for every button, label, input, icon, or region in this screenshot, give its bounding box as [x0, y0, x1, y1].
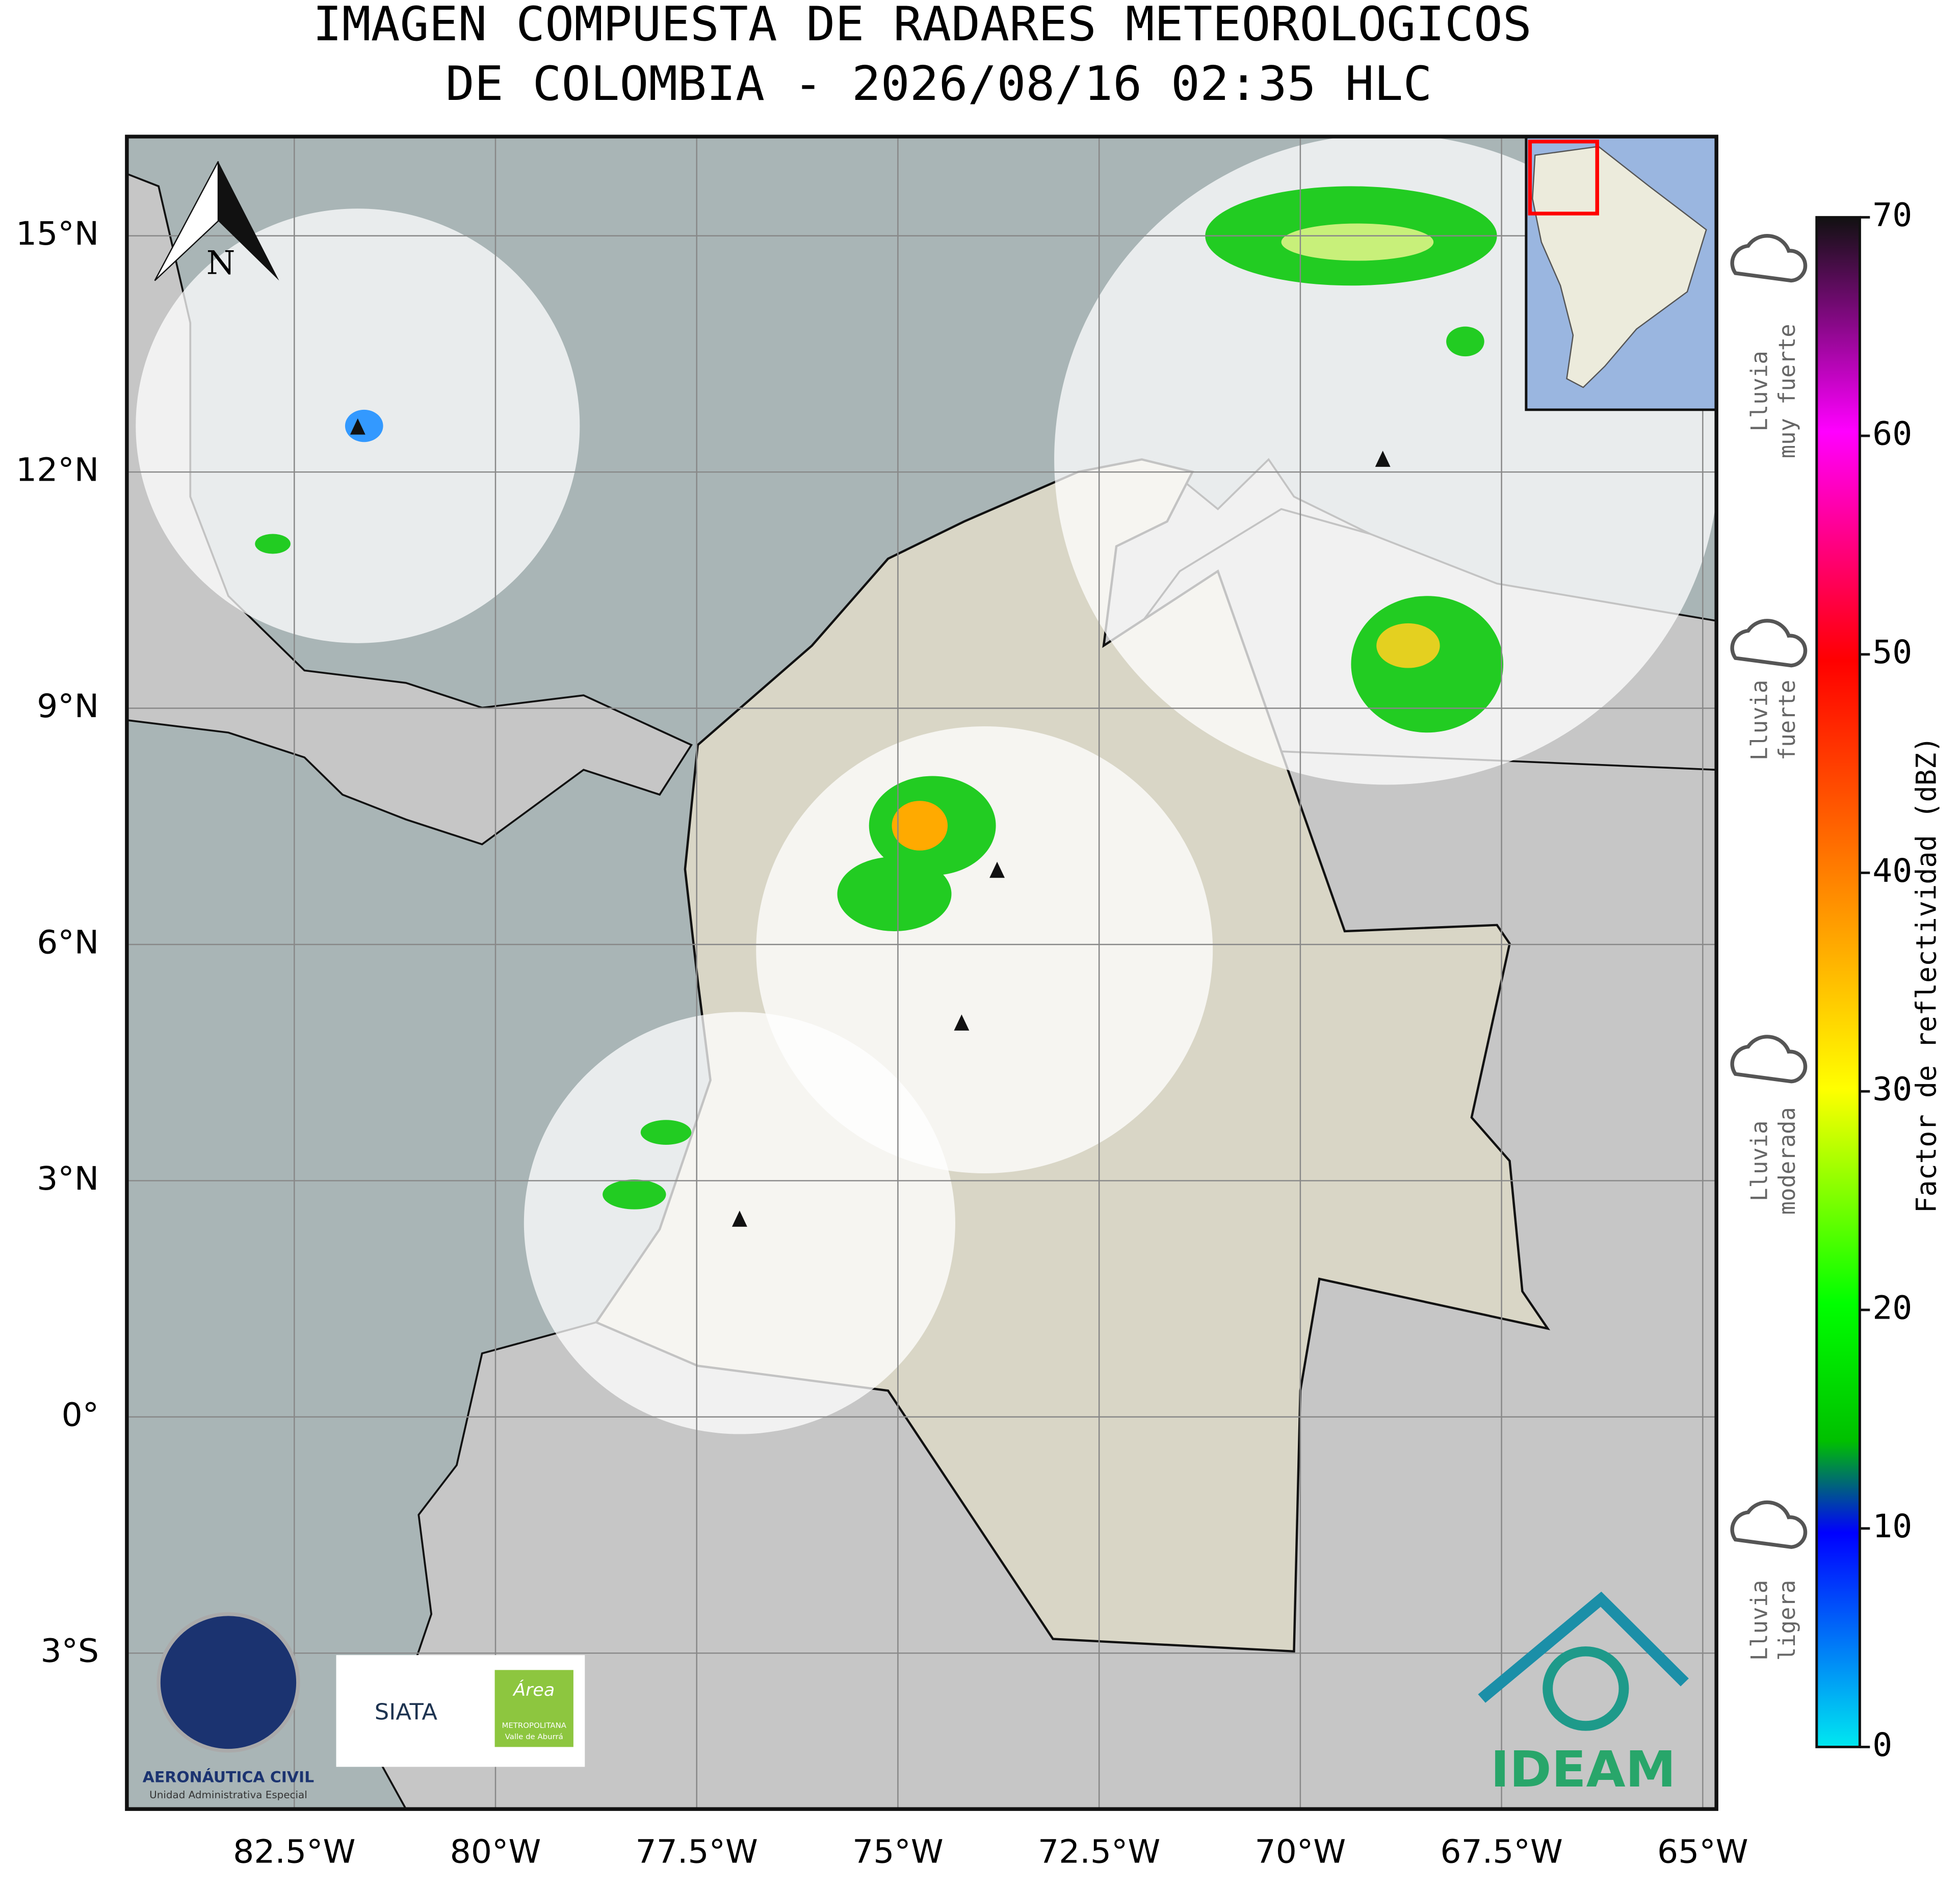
colorbar-tick-label: 10	[1872, 1508, 1912, 1545]
logo-text: Unidad Administrativa Especial	[149, 1789, 307, 1801]
logo-text: AERONÁUTICA CIVIL	[143, 1768, 314, 1786]
rain-legend-label: moderada	[1774, 1107, 1801, 1215]
y-tick-label: 3°N	[37, 1160, 99, 1197]
x-tick-label: 82.5°W	[233, 1833, 355, 1871]
rain-icon	[1730, 234, 1808, 283]
title-line: DE COLOMBIA - 2026/08/16 02:35 HLC	[446, 57, 1432, 112]
radar-sites	[350, 418, 1391, 1227]
colorbar-tick-label: 20	[1872, 1290, 1912, 1327]
colorbar-tick-label: 70	[1872, 197, 1912, 234]
y-tick-label: 0°	[62, 1397, 99, 1434]
colorbar-tick-label: 30	[1872, 1071, 1912, 1108]
title-line: IMAGEN COMPUESTA DE RADARES METEOROLOGIC…	[313, 0, 1532, 52]
rain-icon	[1730, 1035, 1808, 1084]
map: N	[126, 136, 1717, 1809]
rain-icon	[1730, 1500, 1808, 1549]
y-tick-label: 9°N	[37, 688, 99, 725]
colorbar	[1815, 216, 1861, 1748]
rain-legend-label: Lluvia	[1746, 1580, 1773, 1661]
rain-legend-label: ligera	[1774, 1580, 1801, 1661]
rain-legend-label: fuerte	[1774, 680, 1801, 760]
logo-text: Área	[512, 1680, 555, 1701]
x-tick-label: 72.5°W	[1038, 1833, 1160, 1871]
logo-text: IDEAM	[1491, 1741, 1676, 1799]
inset-map	[1525, 136, 1717, 411]
colorbar-tick-label: 40	[1872, 852, 1912, 889]
logos: AERONÁUTICA CIVIL Unidad Administrativa …	[143, 1591, 1689, 1801]
x-tick-label: 70°W	[1255, 1833, 1346, 1871]
y-tick-label: 15°N	[16, 216, 99, 253]
x-tick-label: 75°W	[852, 1833, 944, 1871]
colorbar-label: Factor de reflectividad (dBZ)	[1910, 737, 1943, 1213]
colorbar-tick-label: 50	[1872, 634, 1912, 671]
y-tick-label: 6°N	[37, 924, 99, 961]
x-tick-label: 80°W	[450, 1833, 541, 1871]
x-tick-label: 65°W	[1657, 1833, 1748, 1871]
logo-text: Valle de Aburrá	[505, 1732, 563, 1741]
colorbar-tick-label: 60	[1872, 415, 1912, 453]
rain-legend-label: Lluvia	[1746, 680, 1773, 760]
logo-text: METROPOLITANA	[502, 1721, 566, 1730]
north-label: N	[206, 245, 236, 282]
colorbar-tick-label: 0	[1872, 1726, 1892, 1764]
rain-legend-label: muy fuerte	[1774, 324, 1801, 458]
grid	[126, 136, 1717, 1809]
y-tick-label: 3°S	[41, 1633, 99, 1670]
map-frame	[125, 135, 1718, 1811]
x-tick-label: 77.5°W	[636, 1833, 758, 1871]
rain-legend-label: Lluvia	[1746, 1120, 1773, 1201]
rain-legend-label: Lluvia	[1746, 351, 1773, 431]
x-tick-label: 67.5°W	[1440, 1833, 1562, 1871]
logo-text: SIATA	[375, 1699, 437, 1725]
y-tick-label: 12°N	[16, 452, 99, 489]
radar-echoes	[255, 186, 1504, 1210]
rain-icon	[1730, 619, 1808, 668]
